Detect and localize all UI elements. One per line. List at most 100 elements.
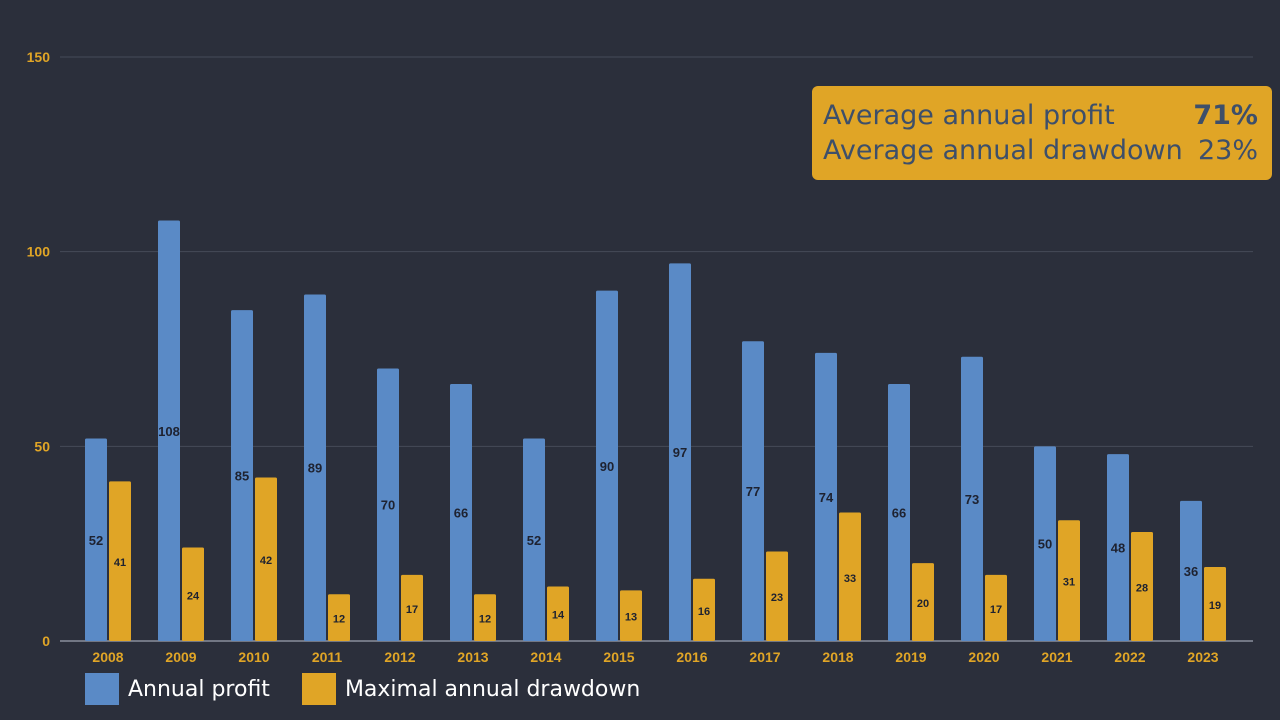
bars: 52 41 108 24 85 42 89 12 70 17 66 12 52 14 90 13 97 16 77 2… — [85, 220, 1226, 641]
y-axis-ticks: 0 50 100 150 — [27, 49, 51, 649]
bar-label-drawdown: 42 — [260, 555, 272, 567]
bar-label-drawdown: 24 — [187, 590, 200, 602]
bar-label-drawdown: 19 — [1209, 600, 1221, 612]
bar-label-profit: 74 — [819, 490, 834, 505]
x-tick-label: 2010 — [238, 649, 269, 665]
legend-swatch-drawdown — [301, 673, 336, 705]
bar-annual-profit — [596, 290, 618, 641]
bar-label-profit: 50 — [1038, 537, 1052, 552]
bar-annual-profit — [961, 356, 983, 641]
bar-label-drawdown: 17 — [990, 604, 1002, 616]
bar-annual-profit — [1180, 500, 1202, 641]
y-tick-label: 50 — [34, 438, 50, 454]
y-tick-label: 150 — [27, 49, 51, 65]
bar-annual-profit — [1107, 454, 1129, 641]
x-tick-label: 2015 — [603, 649, 634, 665]
x-tick-label: 2018 — [822, 649, 853, 665]
bar-max-drawdown — [1058, 520, 1080, 641]
bar-max-drawdown — [766, 551, 788, 641]
summary-profit-value: 71% — [1193, 100, 1258, 131]
bar-annual-profit — [1034, 446, 1056, 641]
bar-label-drawdown: 41 — [114, 557, 126, 569]
bar-label-profit: 90 — [600, 459, 614, 474]
bar-label-drawdown: 14 — [552, 610, 565, 622]
bar-label-profit: 85 — [235, 469, 249, 484]
bar-max-drawdown — [328, 594, 350, 641]
bar-max-drawdown — [255, 477, 277, 641]
bar-label-profit: 97 — [673, 445, 687, 460]
bar-label-drawdown: 17 — [406, 604, 418, 616]
x-tick-label: 2022 — [1114, 649, 1145, 665]
bar-annual-profit — [231, 310, 253, 641]
bar-label-drawdown: 12 — [333, 614, 345, 626]
summary-drawdown-value: 23% — [1197, 135, 1258, 166]
bar-max-drawdown — [839, 512, 861, 641]
bar-label-profit: 70 — [381, 498, 395, 513]
x-tick-label: 2023 — [1187, 649, 1218, 665]
bar-max-drawdown — [912, 563, 934, 641]
bar-label-profit: 52 — [89, 533, 103, 548]
bar-max-drawdown — [1204, 567, 1226, 641]
x-tick-label: 2008 — [92, 649, 123, 665]
bar-label-profit: 52 — [527, 533, 541, 548]
x-axis-ticks: 2008 2009 2010 2011 2012 2013 2014 2015 2016 2017… — [92, 649, 1218, 665]
x-tick-label: 2012 — [384, 649, 415, 665]
bar-label-drawdown: 13 — [625, 612, 637, 624]
bar-annual-profit — [85, 438, 107, 641]
bar-annual-profit — [304, 294, 326, 641]
bar-label-profit: 73 — [965, 492, 979, 507]
bar-label-drawdown: 31 — [1063, 577, 1075, 589]
bar-label-drawdown: 12 — [479, 614, 491, 626]
bar-max-drawdown — [985, 574, 1007, 641]
bar-label-profit: 77 — [746, 484, 760, 499]
summary-box: Average annual profit 71% Average annual… — [812, 86, 1272, 180]
bar-annual-profit — [523, 438, 545, 641]
bar-annual-profit — [742, 341, 764, 641]
bar-max-drawdown — [547, 586, 569, 641]
x-tick-label: 2019 — [895, 649, 926, 665]
legend-item-drawdown[interactable]: Maximal annual drawdown — [301, 673, 641, 705]
bar-max-drawdown — [109, 481, 131, 641]
x-tick-label: 2021 — [1041, 649, 1072, 665]
bar-max-drawdown — [1131, 531, 1153, 641]
summary-drawdown-label: Average annual drawdown — [823, 135, 1183, 166]
y-tick-label: 100 — [27, 244, 51, 260]
bar-label-drawdown: 28 — [1136, 582, 1148, 594]
bar-max-drawdown — [693, 578, 715, 641]
bar-label-profit: 66 — [454, 506, 468, 521]
summary-profit-label: Average annual profit — [823, 100, 1115, 131]
bar-label-drawdown: 16 — [698, 606, 710, 618]
legend-swatch-profit — [85, 673, 119, 705]
bar-label-profit: 48 — [1111, 541, 1125, 556]
bar-label-profit: 108 — [158, 424, 180, 439]
x-tick-label: 2011 — [312, 649, 343, 665]
x-tick-label: 2017 — [749, 649, 780, 665]
bar-annual-profit — [158, 220, 180, 641]
bar-max-drawdown — [620, 590, 642, 641]
bar-label-profit: 66 — [892, 506, 906, 521]
bar-max-drawdown — [182, 547, 204, 641]
bar-max-drawdown — [401, 574, 423, 641]
bar-label-drawdown: 23 — [771, 592, 783, 604]
x-tick-label: 2016 — [676, 649, 707, 665]
bar-max-drawdown — [474, 594, 496, 641]
summary-row-drawdown: Average annual drawdown 23% — [823, 133, 1258, 168]
x-tick-label: 2014 — [530, 649, 561, 665]
legend-item-profit[interactable]: Annual profit — [85, 673, 270, 705]
bar-annual-profit — [815, 352, 837, 641]
bar-annual-profit — [669, 263, 691, 641]
bar-annual-profit — [450, 384, 472, 641]
bar-label-drawdown: 33 — [844, 573, 856, 585]
x-tick-label: 2013 — [457, 649, 488, 665]
y-tick-label: 0 — [42, 633, 50, 649]
summary-row-profit: Average annual profit 71% — [823, 98, 1258, 133]
legend-label-drawdown: Maximal annual drawdown — [344, 676, 641, 702]
bar-label-profit: 89 — [308, 461, 322, 476]
x-tick-label: 2009 — [165, 649, 196, 665]
bar-label-profit: 36 — [1184, 564, 1198, 579]
legend-label-profit: Annual profit — [128, 676, 270, 702]
x-tick-label: 2020 — [968, 649, 999, 665]
legend: Annual profit Maximal annual drawdown — [85, 673, 672, 705]
bar-annual-profit — [377, 368, 399, 641]
